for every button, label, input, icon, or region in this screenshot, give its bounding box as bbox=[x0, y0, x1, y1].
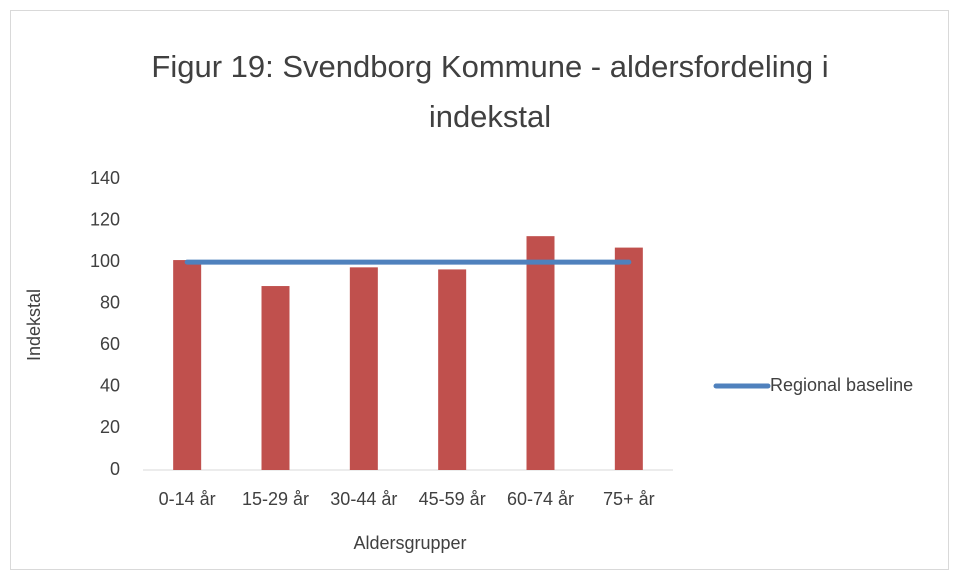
bar bbox=[349, 267, 378, 470]
x-tick-label: 30-44 år bbox=[330, 489, 397, 509]
x-tick-label: 60-74 år bbox=[507, 489, 574, 509]
y-tick-label: 140 bbox=[90, 168, 120, 188]
x-tick-label: 0-14 år bbox=[159, 489, 216, 509]
y-tick-label: 40 bbox=[100, 376, 120, 396]
bar bbox=[261, 286, 290, 470]
legend-label: Regional baseline bbox=[770, 375, 913, 395]
chart-frame bbox=[10, 10, 949, 570]
y-tick-label: 100 bbox=[90, 251, 120, 271]
y-tick-label: 20 bbox=[100, 417, 120, 437]
y-tick-label: 120 bbox=[90, 209, 120, 229]
bar bbox=[173, 260, 202, 470]
bar bbox=[438, 269, 467, 470]
y-tick-label: 60 bbox=[100, 334, 120, 354]
x-axis-title: Aldersgrupper bbox=[353, 533, 466, 553]
x-tick-label: 45-59 år bbox=[419, 489, 486, 509]
bar bbox=[526, 236, 555, 470]
chart-title: Figur 19: Svendborg Kommune - aldersford… bbox=[151, 49, 829, 134]
y-axis-title: Indekstal bbox=[24, 289, 44, 361]
y-tick-label: 80 bbox=[100, 292, 120, 312]
y-tick-label: 0 bbox=[110, 459, 120, 479]
x-tick-label: 75+ år bbox=[603, 489, 655, 509]
x-tick-label: 15-29 år bbox=[242, 489, 309, 509]
bar bbox=[614, 247, 643, 470]
